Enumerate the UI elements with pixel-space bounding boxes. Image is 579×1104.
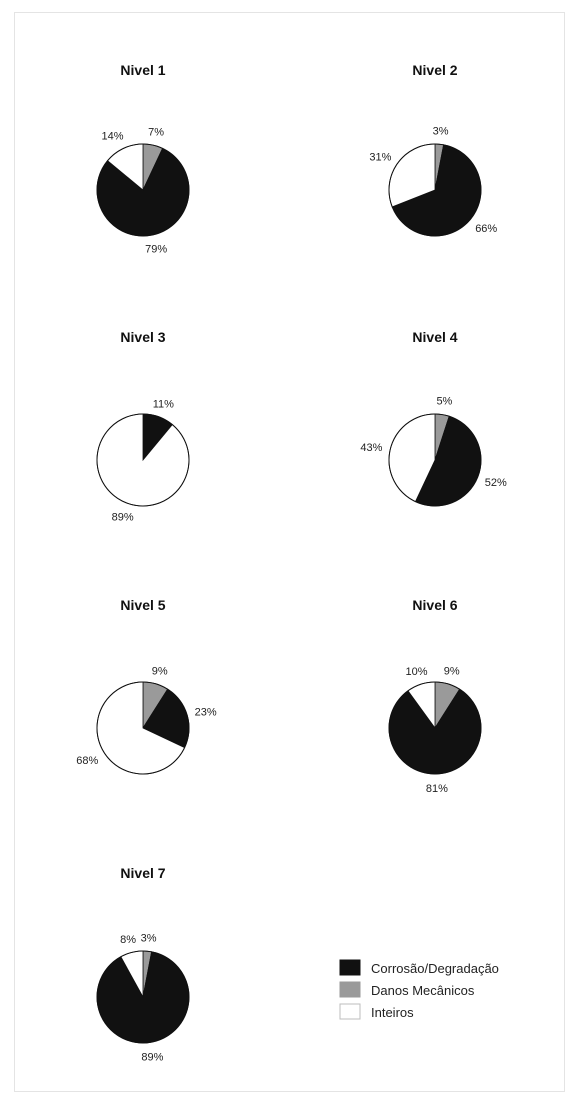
pie-chart-nivel-5: Nivel 5 9% 23% 68%: [76, 597, 217, 775]
pie-outline: [96, 681, 190, 775]
legend-swatch-inteiros: [339, 1003, 361, 1020]
pie-outline: [388, 143, 482, 237]
pie-outline: [96, 413, 190, 507]
legend-swatch-corrosao-degradacao: [339, 959, 361, 976]
data-label-danos-mecanicos: 5%: [436, 396, 452, 408]
pie-outline: [96, 143, 190, 237]
data-label-corrosao-degradacao: 52%: [485, 477, 507, 489]
pie-chart-nivel-4: Nivel 4 5% 52% 43%: [360, 329, 507, 507]
pie-chart-nivel-1: Nivel 1 7% 79% 14%: [96, 62, 190, 256]
data-label-danos-mecanicos: 7%: [148, 126, 164, 138]
data-label-corrosao-degradacao: 23%: [195, 706, 217, 718]
legend-swatch-danos-mecanicos: [339, 981, 361, 998]
pie-chart-nivel-6: Nivel 6 9% 81% 10%: [388, 597, 482, 795]
data-label-danos-mecanicos: 9%: [152, 665, 168, 677]
data-label-inteiros: 14%: [101, 131, 123, 143]
chart-title: Nivel 3: [120, 329, 165, 345]
data-label-inteiros: 8%: [120, 934, 136, 946]
data-label-danos-mecanicos: 3%: [433, 125, 449, 137]
chart-title: Nivel 7: [120, 865, 165, 881]
chart-title: Nivel 2: [412, 62, 457, 78]
chart-title: Nivel 6: [412, 597, 457, 613]
data-label-corrosao-degradacao: 11%: [153, 399, 174, 411]
data-label-corrosao-degradacao: 66%: [475, 223, 497, 235]
data-label-inteiros: 89%: [112, 512, 134, 524]
pie-outline: [96, 950, 190, 1044]
data-label-inteiros: 31%: [369, 151, 391, 163]
data-label-inteiros: 43%: [360, 442, 382, 454]
legend-label-corrosao-degradacao: Corrosão/Degradação: [371, 961, 499, 976]
pie-chart-nivel-7: Nivel 7 3% 89% 8%: [96, 865, 190, 1063]
pie-outline: [388, 681, 482, 775]
legend-label-danos-mecanicos: Danos Mecânicos: [371, 983, 475, 998]
legend: Corrosão/Degradação Danos Mecânicos Inteir…: [339, 959, 499, 1020]
data-label-corrosao-degradacao: 79%: [145, 244, 167, 256]
chart-title: Nivel 1: [120, 62, 165, 78]
legend-label-inteiros: Inteiros: [371, 1005, 414, 1020]
pie-chart-nivel-2: Nivel 2 3% 66% 31%: [369, 62, 497, 237]
data-label-inteiros: 10%: [405, 666, 427, 678]
chart-title: Nivel 4: [412, 329, 457, 345]
data-label-corrosao-degradacao: 81%: [426, 783, 448, 795]
pie-outline: [388, 413, 482, 507]
data-label-corrosao-degradacao: 89%: [141, 1051, 163, 1063]
chart-title: Nivel 5: [120, 597, 165, 613]
pie-chart-nivel-3: Nivel 3 11% 89%: [96, 329, 190, 524]
data-label-danos-mecanicos: 9%: [444, 665, 460, 677]
data-label-danos-mecanicos: 3%: [141, 932, 157, 944]
data-label-inteiros: 68%: [76, 755, 98, 767]
